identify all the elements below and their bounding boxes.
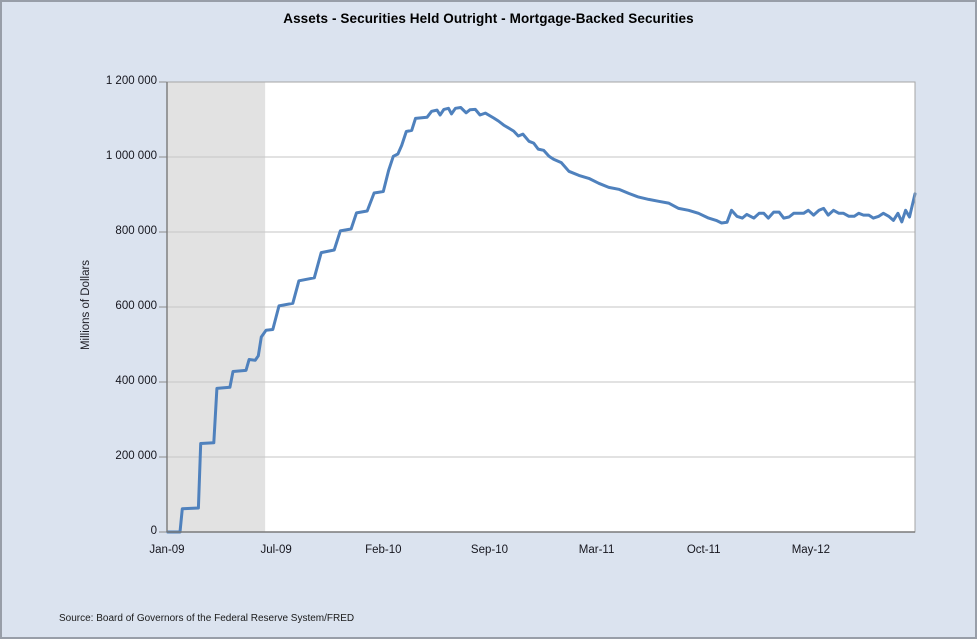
chart-title: Assets - Securities Held Outright - Mort… bbox=[283, 11, 694, 26]
x-tick-label: Mar-11 bbox=[578, 544, 615, 556]
x-tick-label: Sep-10 bbox=[470, 544, 508, 556]
x-tick-label: Oct-11 bbox=[686, 544, 721, 556]
y-tick-label: 0 bbox=[150, 525, 157, 537]
x-tick-label: Jan-09 bbox=[149, 544, 185, 556]
x-tick-label: Feb-10 bbox=[365, 544, 402, 556]
source-note: Source: Board of Governors of the Federa… bbox=[59, 613, 355, 624]
y-tick-label: 200 000 bbox=[115, 450, 157, 462]
mbs-series-line bbox=[166, 106, 917, 534]
y-tick-label: 400 000 bbox=[115, 375, 157, 387]
y-tick-label: 1 200 000 bbox=[105, 75, 157, 87]
y-tick-label: 600 000 bbox=[115, 300, 157, 312]
x-tick-label: May-12 bbox=[791, 544, 831, 556]
y-tick-label: 1 000 000 bbox=[105, 150, 157, 162]
y-tick-label: 800 000 bbox=[115, 225, 157, 237]
x-tick-label: Jul-09 bbox=[260, 544, 292, 556]
